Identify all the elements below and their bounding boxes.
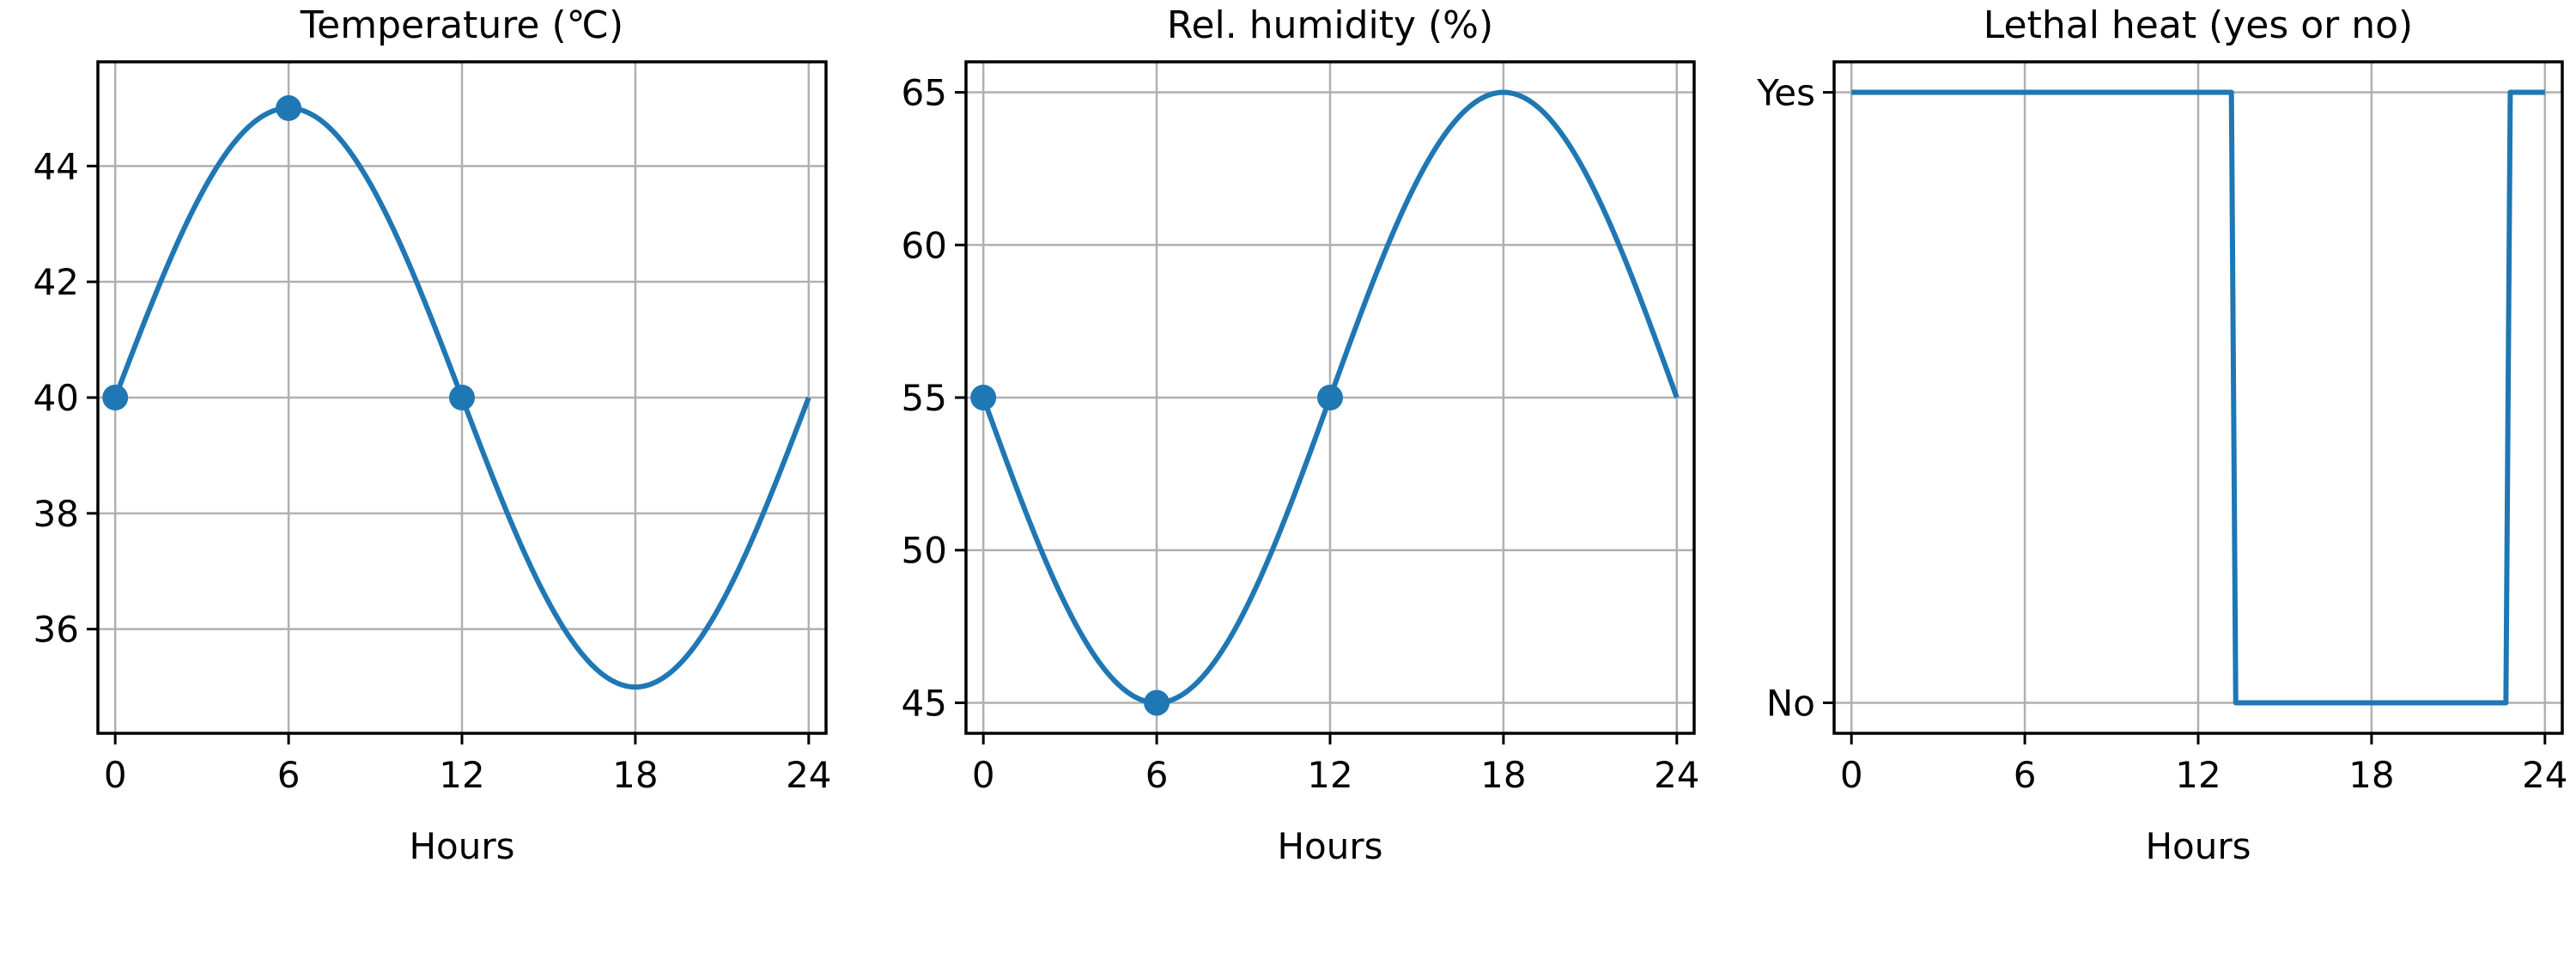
x-tick-label: 0 [972,754,995,796]
x-tick-label: 24 [1654,754,1699,796]
x-tick-label: 12 [439,754,484,796]
x-tick-label: 24 [786,754,831,796]
x-tick-label: 6 [277,754,301,796]
series-line [1851,89,2545,706]
subplot-title: Rel. humidity (%) [1167,3,1493,47]
x-tick-label: 18 [1480,754,1526,796]
y-tick-label: 65 [902,72,947,114]
subplot-1: 0 6 12 18 24 36 38 40 42 44 Temperature (℃) Hours [33,3,832,867]
subplot-title: Lethal heat (yes or no) [1984,3,2413,47]
y-tick-label: Yes [1756,72,1815,114]
data-point-marker [1317,385,1343,410]
subplot-2: 0 6 12 18 24 45 50 55 60 65 Rel. humidity (%) Hours [902,3,1700,867]
x-axis-label: Hours [409,825,514,867]
data-point-marker [102,385,129,410]
x-tick-label: 18 [2348,754,2394,796]
y-tick-label: No [1766,682,1815,724]
x-tick-label: 6 [1145,754,1169,796]
data-point-marker [449,385,475,410]
x-axis-label: Hours [1277,825,1382,867]
subplot-3: 0 6 12 18 24 No Yes Lethal heat (yes or no) Hour… [1756,3,2567,867]
x-tick-label: 24 [2522,754,2567,796]
x-axis-label: Hours [2145,825,2251,867]
x-tick-label: 12 [1307,754,1352,796]
y-tick-label: 40 [33,377,79,419]
data-point-marker [276,94,302,121]
data-point-marker [1144,690,1170,716]
y-tick-label: 38 [33,493,79,535]
y-tick-label: 55 [902,377,947,419]
y-tick-label: 36 [33,609,79,651]
x-tick-label: 18 [612,754,658,796]
y-tick-label: 60 [902,224,947,266]
x-tick-label: 0 [1840,754,1863,796]
x-tick-label: 6 [2014,754,2037,796]
x-tick-label: 12 [2175,754,2221,796]
y-tick-label: 45 [902,682,947,724]
y-tick-label: 50 [902,530,947,572]
y-tick-label: 42 [33,261,79,303]
x-tick-label: 0 [104,754,127,796]
subplot-title: Temperature (℃) [300,3,623,47]
y-tick-label: 44 [33,145,79,187]
data-point-marker [970,385,997,410]
